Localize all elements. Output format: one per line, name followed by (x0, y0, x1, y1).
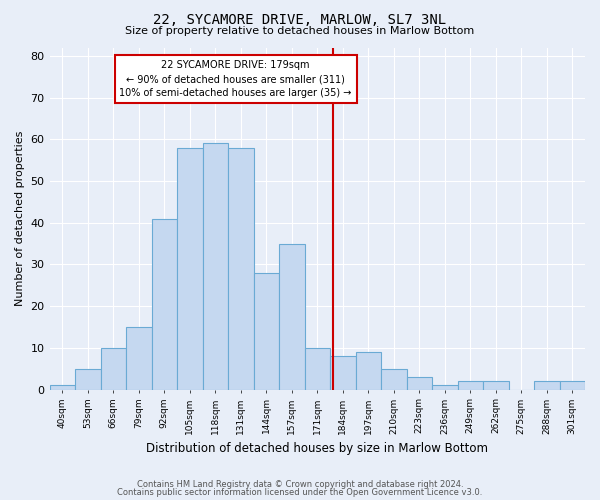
Text: Size of property relative to detached houses in Marlow Bottom: Size of property relative to detached ho… (125, 26, 475, 36)
Text: Contains HM Land Registry data © Crown copyright and database right 2024.: Contains HM Land Registry data © Crown c… (137, 480, 463, 489)
Bar (407, 377, 432, 390)
Bar (228, 148, 254, 390)
Bar (381, 369, 407, 390)
Bar (101, 348, 126, 390)
Bar (356, 352, 381, 390)
Bar (560, 382, 585, 390)
Bar (50, 386, 75, 390)
Bar (534, 382, 560, 390)
Bar (432, 386, 458, 390)
Bar (203, 144, 228, 390)
Bar (152, 218, 177, 390)
Text: 22 SYCAMORE DRIVE: 179sqm
← 90% of detached houses are smaller (311)
10% of semi: 22 SYCAMORE DRIVE: 179sqm ← 90% of detac… (119, 60, 352, 98)
Bar (305, 348, 330, 390)
X-axis label: Distribution of detached houses by size in Marlow Bottom: Distribution of detached houses by size … (146, 442, 488, 455)
Bar (458, 382, 483, 390)
Text: Contains public sector information licensed under the Open Government Licence v3: Contains public sector information licen… (118, 488, 482, 497)
Bar (330, 356, 356, 390)
Y-axis label: Number of detached properties: Number of detached properties (15, 131, 25, 306)
Bar (126, 327, 152, 390)
Bar (254, 273, 279, 390)
Bar (177, 148, 203, 390)
Bar (483, 382, 509, 390)
Text: 22, SYCAMORE DRIVE, MARLOW, SL7 3NL: 22, SYCAMORE DRIVE, MARLOW, SL7 3NL (154, 12, 446, 26)
Bar (279, 244, 305, 390)
Bar (75, 369, 101, 390)
